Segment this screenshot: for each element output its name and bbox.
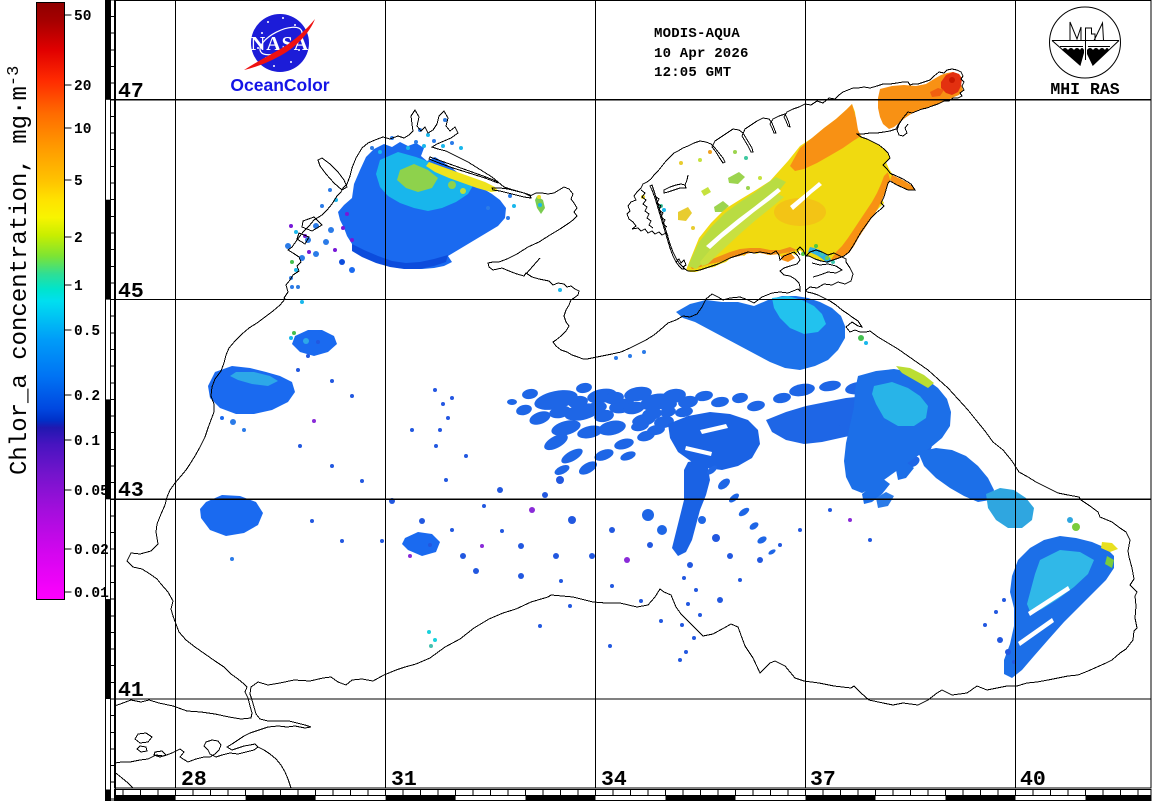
svg-text:43: 43 — [118, 479, 144, 503]
svg-text:2: 2 — [74, 231, 83, 247]
svg-text:MHI RAS: MHI RAS — [1050, 80, 1119, 99]
svg-text:0.5: 0.5 — [74, 324, 100, 340]
svg-text:0.01: 0.01 — [74, 586, 109, 602]
svg-text:5: 5 — [74, 174, 83, 190]
svg-text:12:05 GMT: 12:05 GMT — [654, 65, 731, 81]
svg-text:20: 20 — [74, 79, 91, 95]
svg-text:1: 1 — [74, 279, 83, 295]
svg-text:0.1: 0.1 — [74, 434, 100, 450]
svg-text:10: 10 — [74, 122, 91, 138]
svg-text:40: 40 — [1020, 768, 1046, 792]
svg-text:OceanColor: OceanColor — [230, 75, 329, 95]
svg-text:10 Apr 2026: 10 Apr 2026 — [654, 46, 749, 62]
svg-text:0.02: 0.02 — [74, 543, 109, 559]
svg-text:41: 41 — [118, 679, 144, 703]
svg-text:MODIS-AQUA: MODIS-AQUA — [654, 26, 740, 42]
svg-text:47: 47 — [118, 80, 144, 104]
svg-text:34: 34 — [601, 768, 627, 792]
svg-text:31: 31 — [391, 768, 417, 792]
svg-text:Chlor_a concentration, mg·m-3: Chlor_a concentration, mg·m-3 — [5, 66, 34, 475]
svg-text:37: 37 — [810, 768, 836, 792]
svg-text:NASA: NASA — [251, 33, 309, 55]
svg-text:28: 28 — [181, 768, 207, 792]
svg-text:0.2: 0.2 — [74, 389, 100, 405]
svg-text:50: 50 — [74, 9, 91, 25]
svg-text:45: 45 — [118, 280, 144, 304]
svg-text:0.05: 0.05 — [74, 484, 109, 500]
